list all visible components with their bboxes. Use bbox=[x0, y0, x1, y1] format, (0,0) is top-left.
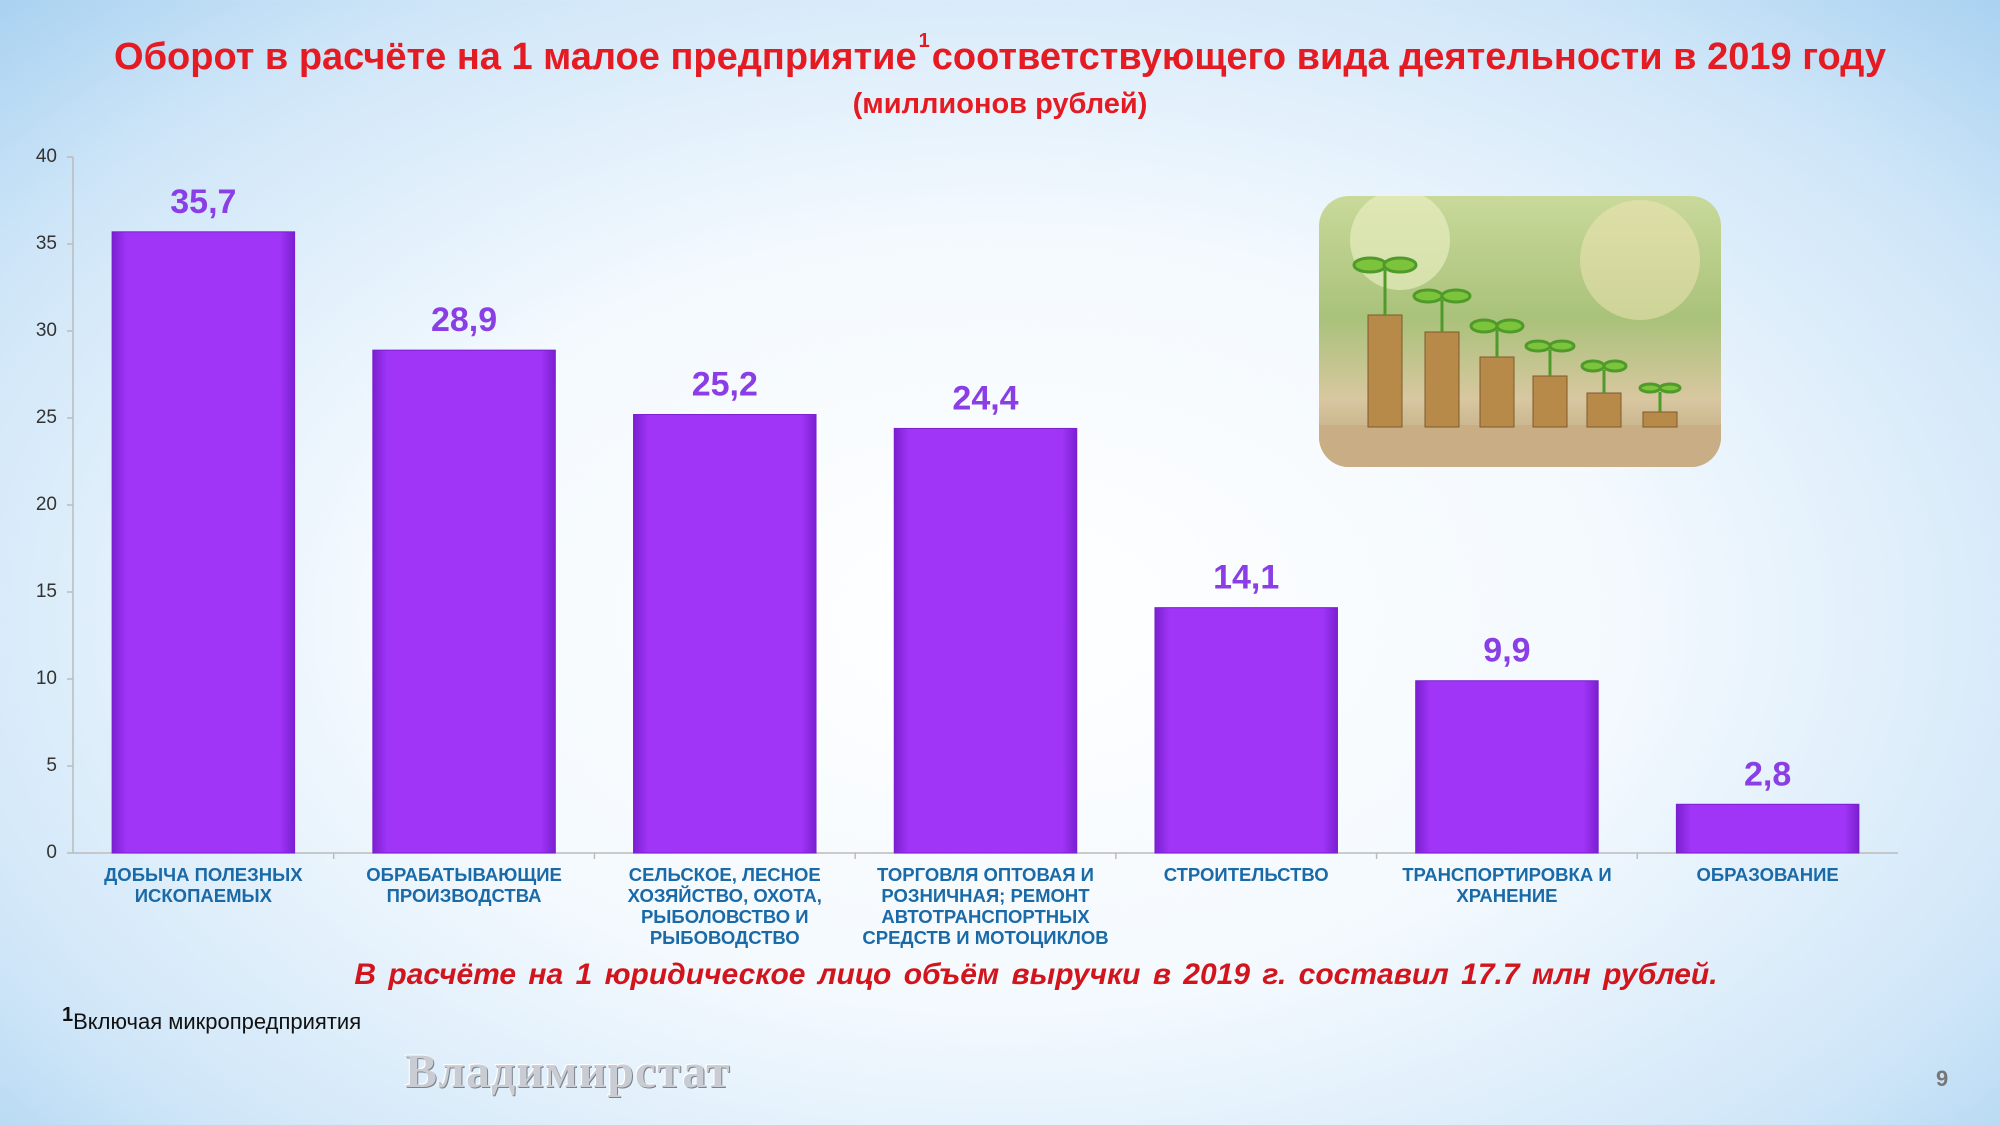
value-label: 25,2 bbox=[692, 366, 758, 404]
y-tick-label: 20 bbox=[36, 494, 57, 515]
bar bbox=[372, 349, 556, 854]
bar bbox=[111, 231, 296, 854]
y-tick-label: 5 bbox=[46, 755, 57, 776]
y-tick-label: 10 bbox=[36, 668, 57, 689]
page-number: 9 bbox=[1936, 1066, 1949, 1091]
x-tick-label: ОБРАБАТЫВАЮЩИЕ ПРОИЗВОДСТВА bbox=[366, 864, 562, 906]
footnote: 1Включая микропредприятия bbox=[62, 1004, 361, 1035]
y-tick-label: 30 bbox=[36, 320, 57, 341]
x-tick-label: ТОРГОВЛЯ ОПТОВАЯ И РОЗНИЧНАЯ; РЕМОНТ АВТ… bbox=[862, 864, 1109, 948]
value-label: 24,4 bbox=[952, 379, 1018, 417]
x-tick-label: ДОБЫЧА ПОЛЕЗНЫХ ИСКОПАЕМЫХ bbox=[104, 864, 303, 906]
bar bbox=[1415, 680, 1599, 854]
value-label: 14,1 bbox=[1213, 559, 1279, 597]
title-text: соответствующего вида деятельности в 201… bbox=[931, 36, 1886, 78]
photo bbox=[1319, 196, 1721, 467]
watermark: Владимирстат bbox=[405, 1045, 731, 1098]
y-tick-label: 25 bbox=[36, 407, 57, 428]
value-label: 2,8 bbox=[1744, 755, 1791, 793]
title-text: Оборот в расчёте на 1 малое предприятие bbox=[114, 36, 917, 78]
x-tick-label: СЕЛЬСКОЕ, ЛЕСНОЕ ХОЗЯЙСТВО, ОХОТА, РЫБОЛ… bbox=[627, 864, 822, 948]
y-tick-label: 15 bbox=[36, 581, 57, 602]
chart-subtitle: (миллионов рублей) bbox=[852, 88, 1148, 120]
bar bbox=[893, 427, 1078, 854]
y-tick-label: 40 bbox=[36, 146, 57, 167]
bar bbox=[1675, 803, 1860, 854]
note: В расчёте на 1 юридическое лицо объём вы… bbox=[354, 958, 1718, 991]
x-tick-label: ОБРАЗОВАНИЕ bbox=[1696, 864, 1839, 885]
title-superscript: 1 bbox=[918, 30, 930, 52]
footnote-marker: 1 bbox=[62, 1004, 74, 1026]
x-tick-label: СТРОИТЕЛЬСТВО bbox=[1163, 864, 1329, 885]
bar bbox=[633, 414, 817, 854]
x-tick-label: ТРАНСПОРТИРОВКА И ХРАНЕНИЕ bbox=[1402, 864, 1612, 906]
footnote-text: Включая микропредприятия bbox=[73, 1009, 362, 1034]
value-label: 35,7 bbox=[170, 183, 236, 221]
y-tick-label: 0 bbox=[46, 842, 57, 863]
value-label: 28,9 bbox=[431, 301, 497, 339]
y-tick-label: 35 bbox=[36, 233, 57, 254]
bar bbox=[1154, 607, 1338, 854]
chart-title: Оборот в расчёте на 1 малое предприятие 1… bbox=[0, 30, 2000, 79]
value-label: 9,9 bbox=[1483, 632, 1530, 670]
